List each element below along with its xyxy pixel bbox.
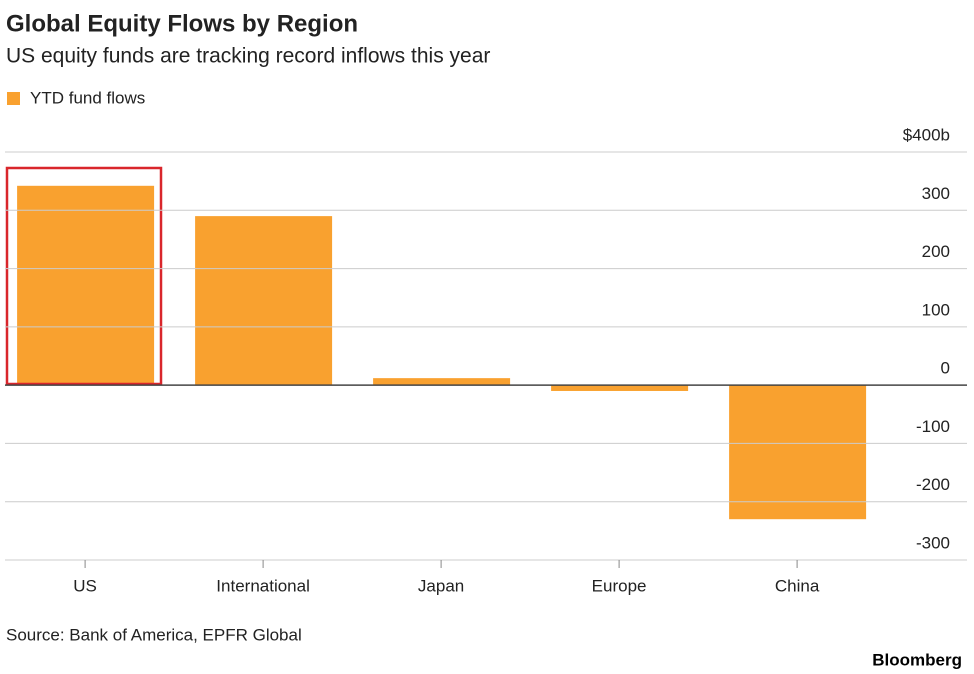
y-tick-label: 0 [941, 359, 950, 378]
x-tick-label: US [73, 576, 97, 595]
legend-label: YTD fund flows [30, 88, 145, 107]
y-tick-label: $400b [903, 125, 950, 144]
legend-swatch [7, 92, 20, 105]
logo: Bloomberg [872, 650, 962, 669]
y-tick-label: 200 [922, 242, 950, 261]
y-tick-label: 100 [922, 300, 950, 319]
y-tick-label: 300 [922, 184, 950, 203]
chart-subtitle: US equity funds are tracking record infl… [6, 45, 490, 68]
y-tick-label: -300 [916, 533, 950, 552]
bar [195, 216, 333, 386]
bar [373, 378, 511, 386]
y-tick-label: -200 [916, 475, 950, 494]
bar [17, 185, 155, 386]
y-tick-label: -100 [916, 417, 950, 436]
x-tick-label: Japan [418, 576, 464, 595]
x-tick-label: Europe [592, 576, 647, 595]
bar [729, 385, 867, 520]
chart-title: Global Equity Flows by Region [6, 10, 358, 37]
x-tick-label: China [775, 576, 820, 595]
bar [551, 385, 689, 391]
highlight-box [5, 166, 163, 386]
source: Source: Bank of America, EPFR Global [6, 625, 302, 644]
x-tick-label: International [216, 576, 310, 595]
